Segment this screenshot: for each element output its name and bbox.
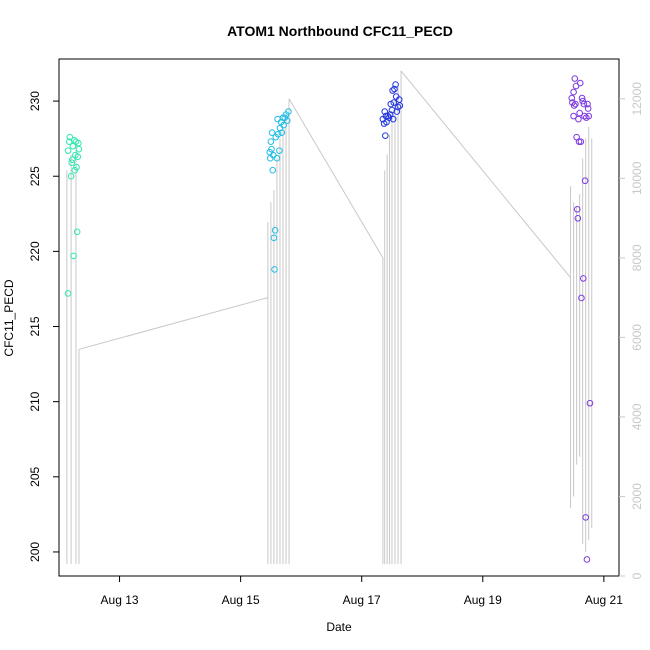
x-tick-label: Aug 13 [101, 593, 139, 607]
data-point [283, 117, 291, 124]
data-point [70, 252, 77, 260]
chart-title: ATOM1 Northbound CFC11_PECD [227, 23, 453, 39]
y-tick-label: 230 [28, 91, 42, 111]
data-point [385, 114, 393, 121]
data-point [578, 94, 586, 102]
y2-axis: 0 2000 4000 6000 8000 10000 12000 [619, 82, 644, 579]
y2-tick-label: 0 [630, 572, 644, 579]
data-point [68, 159, 76, 167]
data-point [578, 294, 585, 302]
data-point [574, 215, 582, 222]
data-point [69, 142, 77, 150]
data-point [570, 88, 577, 96]
data-point [271, 266, 278, 273]
y2-tick-label: 12000 [630, 82, 644, 116]
data-point [268, 145, 275, 153]
data-point [571, 75, 579, 82]
data-point [579, 97, 586, 105]
data-point [64, 290, 72, 297]
data-point [67, 172, 75, 180]
data-point [579, 275, 587, 282]
data-point [394, 103, 402, 111]
data-point [577, 138, 585, 145]
y-tick-label: 225 [28, 166, 42, 186]
data-point [381, 108, 389, 115]
data-point [576, 109, 583, 117]
data-point [393, 108, 401, 115]
y-tick-label: 210 [28, 391, 42, 411]
data-point [576, 79, 584, 87]
data-point [273, 154, 281, 162]
data-point [274, 115, 281, 123]
data-point [285, 108, 292, 115]
secondary-line-connector [78, 297, 268, 350]
data-point [66, 133, 74, 141]
data-point [581, 177, 589, 185]
y-tick-label: 200 [28, 542, 42, 562]
y-tick-label: 220 [28, 241, 42, 261]
y-tick-label: 205 [28, 466, 42, 486]
data-point [269, 166, 277, 174]
data-point [584, 100, 591, 108]
data-point [274, 130, 282, 138]
data-point [280, 121, 287, 129]
x-tick-label: Aug 17 [343, 593, 381, 607]
y2-tick-label: 6000 [630, 324, 644, 351]
x-axis-label: Date [326, 620, 352, 634]
data-point [267, 138, 275, 145]
data-point [389, 115, 397, 123]
data-point [69, 156, 76, 163]
x-tick-label: Aug 21 [585, 593, 623, 607]
data-point [570, 112, 577, 120]
y2-tick-label: 10000 [630, 161, 644, 195]
data-point [585, 112, 593, 120]
secondary-line-connector [288, 98, 384, 259]
data-point [382, 132, 389, 139]
data-point [586, 399, 594, 407]
data-point [584, 105, 592, 112]
y2-tick-label: 8000 [630, 244, 644, 271]
data-point [73, 228, 81, 236]
data-point [391, 85, 398, 93]
data-point [389, 87, 396, 94]
data-point [572, 82, 580, 90]
data-point [572, 100, 579, 108]
x-tick-label: Aug 15 [222, 593, 260, 607]
data-point [392, 81, 399, 88]
data-point [73, 163, 80, 171]
data-point [580, 100, 588, 108]
data-point [268, 129, 276, 136]
data-point [390, 99, 398, 106]
y-axis: 200 205 210 215 220 225 230 [28, 91, 59, 562]
data-point [64, 147, 72, 154]
data-point [270, 234, 278, 242]
y2-tick-label: 4000 [630, 403, 644, 430]
data-point [575, 115, 582, 123]
y2-tick-label: 2000 [630, 483, 644, 510]
data-point [278, 129, 286, 136]
x-tick-label: Aug 19 [464, 593, 502, 607]
data-point [582, 514, 590, 521]
x-axis: Aug 13 Aug 15 Aug 17 Aug 19 Aug 21 [101, 576, 623, 607]
secondary-line-connector [400, 70, 571, 279]
data-point [271, 227, 279, 234]
data-point [581, 112, 588, 120]
data-point [570, 102, 578, 109]
data-point [70, 136, 78, 144]
data-point [573, 205, 581, 213]
data-point [396, 102, 404, 109]
points-layer [64, 75, 594, 563]
data-point [568, 94, 576, 102]
y-tick-label: 215 [28, 316, 42, 336]
data-point [75, 145, 83, 153]
secondary-line-layer [66, 70, 593, 565]
y-axis-label: CFC11_PECD [2, 279, 16, 356]
data-point [276, 147, 283, 154]
data-point [74, 153, 82, 160]
data-point [575, 138, 583, 145]
data-point [583, 556, 591, 563]
plot-frame [58, 58, 620, 577]
